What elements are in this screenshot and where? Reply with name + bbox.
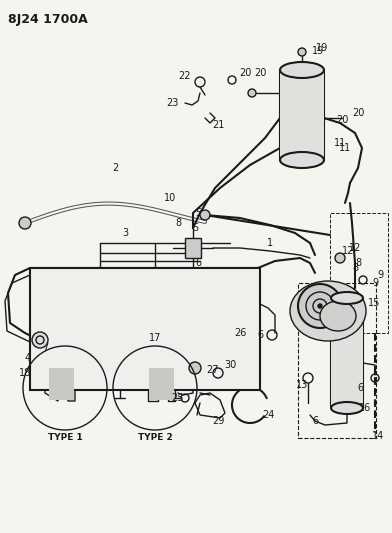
Text: 13: 13	[296, 380, 308, 390]
Text: 9: 9	[372, 278, 378, 288]
Text: 22: 22	[179, 71, 191, 81]
Text: 21: 21	[212, 120, 224, 130]
Text: 18: 18	[19, 368, 31, 378]
Text: 7: 7	[42, 343, 48, 353]
Text: 19: 19	[312, 46, 324, 56]
Bar	[149, 368, 174, 400]
Bar	[298, 283, 376, 438]
Bar	[331, 298, 363, 408]
Text: 4: 4	[25, 353, 31, 363]
Text: 24: 24	[262, 410, 274, 420]
Text: 20: 20	[254, 68, 266, 78]
Text: 5: 5	[195, 208, 201, 218]
Text: 8: 8	[355, 258, 361, 268]
Text: 10: 10	[164, 193, 176, 203]
Text: 29: 29	[212, 416, 224, 426]
Ellipse shape	[280, 152, 324, 168]
Circle shape	[32, 332, 48, 348]
Text: 6: 6	[257, 330, 263, 340]
Text: TYPE 2: TYPE 2	[138, 433, 172, 442]
Text: 19: 19	[316, 43, 328, 53]
Text: 8J24 1700A: 8J24 1700A	[8, 13, 88, 26]
Text: 15: 15	[368, 298, 380, 308]
Ellipse shape	[280, 62, 324, 78]
Bar	[330, 213, 388, 333]
Circle shape	[318, 304, 322, 308]
Text: 23: 23	[166, 98, 178, 108]
Text: 2: 2	[112, 163, 118, 173]
Ellipse shape	[298, 284, 342, 328]
Text: 27: 27	[207, 365, 219, 375]
Text: 11: 11	[334, 138, 346, 148]
Text: 20: 20	[352, 108, 364, 118]
Text: 25: 25	[172, 393, 184, 403]
Text: 12: 12	[342, 246, 354, 256]
Ellipse shape	[331, 402, 363, 414]
Circle shape	[200, 210, 210, 220]
Text: 8: 8	[175, 218, 181, 228]
Circle shape	[189, 362, 201, 374]
Circle shape	[298, 48, 306, 56]
Text: 20: 20	[336, 115, 348, 125]
Bar	[30, 268, 260, 390]
Text: 9: 9	[377, 270, 383, 280]
Text: 5: 5	[192, 223, 198, 233]
Text: 6: 6	[357, 383, 363, 393]
Bar	[185, 238, 201, 258]
Text: TYPE 1: TYPE 1	[47, 433, 82, 442]
Text: 20: 20	[239, 68, 251, 78]
Ellipse shape	[320, 301, 356, 331]
Text: 1: 1	[267, 238, 273, 248]
Circle shape	[19, 217, 31, 229]
Text: 12: 12	[349, 243, 361, 253]
Circle shape	[335, 253, 345, 263]
Circle shape	[248, 89, 256, 97]
Text: 6: 6	[195, 258, 201, 268]
Text: 28: 28	[162, 380, 174, 390]
Text: 6: 6	[312, 416, 318, 426]
Text: 14: 14	[372, 431, 384, 441]
Text: 7: 7	[325, 293, 331, 303]
Text: 17: 17	[149, 333, 161, 343]
Text: 30: 30	[224, 360, 236, 370]
Ellipse shape	[290, 281, 366, 341]
Bar	[49, 368, 74, 400]
Text: 26: 26	[234, 328, 246, 338]
Bar	[280, 70, 324, 160]
Text: 16: 16	[359, 403, 371, 413]
Text: 8: 8	[352, 263, 358, 273]
Text: 11: 11	[339, 143, 351, 153]
Ellipse shape	[331, 292, 363, 304]
Text: 3: 3	[122, 228, 128, 238]
